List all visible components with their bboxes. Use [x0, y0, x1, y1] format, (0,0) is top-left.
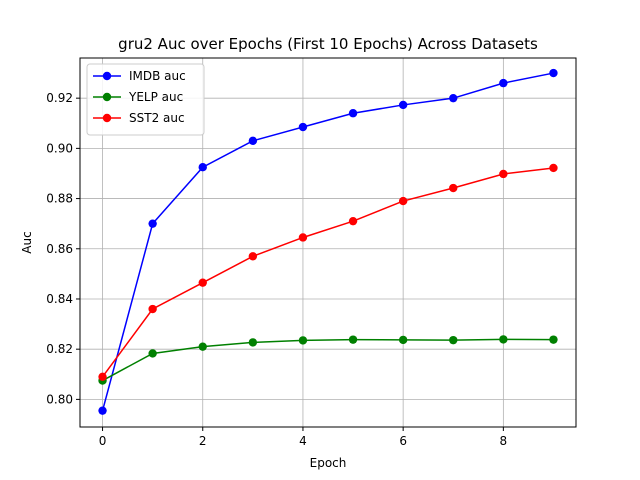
legend-marker [102, 71, 112, 81]
data-point-yelp-auc [148, 349, 157, 358]
data-point-imdb-auc [499, 78, 508, 88]
y-axis-label: Auc [20, 231, 34, 253]
data-point-imdb-auc [449, 93, 458, 103]
series-line-imdb-auc [101, 72, 554, 411]
series-line-yelp-auc [102, 338, 554, 382]
data-point-yelp-auc [398, 335, 408, 345]
data-point-sst2-auc [148, 304, 157, 314]
data-point-imdb-auc [248, 136, 258, 146]
data-point-imdb-auc [348, 109, 358, 118]
data-point-sst2-auc [348, 216, 358, 226]
x-axis-label: Epoch [310, 456, 347, 470]
chart-title: gru2 Auc over Epochs (First 10 Epochs) A… [118, 35, 538, 53]
y-tick-label: 0.88 [46, 192, 73, 206]
data-point-sst2-auc [198, 278, 207, 287]
data-point-imdb-auc [549, 68, 558, 78]
data-point-yelp-auc [549, 335, 558, 344]
x-tick-label: 8 [500, 434, 508, 448]
data-point-sst2-auc [549, 163, 558, 173]
data-point-sst2-auc [449, 183, 458, 193]
y-tick-label: 0.82 [46, 342, 73, 356]
data-point-sst2-auc [248, 252, 258, 261]
series-line-sst2-auc [101, 167, 554, 378]
series-lines [98, 68, 558, 415]
y-tick-label: 0.84 [46, 292, 73, 306]
legend-marker [102, 113, 112, 123]
legend-label: YELP auc [128, 90, 183, 104]
data-point-sst2-auc [398, 196, 408, 206]
data-point-sst2-auc [499, 169, 508, 179]
data-point-imdb-auc [398, 100, 408, 110]
legend: IMDB auc YELP auc SST2 auc [86, 63, 205, 136]
legend-label: SST2 auc [129, 111, 185, 125]
y-tick-label: 0.80 [46, 392, 73, 406]
data-point-yelp-auc [449, 335, 458, 345]
x-tick-label: 2 [199, 434, 207, 448]
legend-label: IMDB auc [129, 69, 186, 83]
x-tick-label: 4 [299, 434, 307, 448]
x-tick-label: 6 [399, 434, 407, 448]
data-point-sst2-auc [98, 372, 107, 381]
plot-frame [79, 57, 577, 428]
legend-marker [102, 92, 112, 102]
data-point-sst2-auc [298, 233, 308, 242]
data-point-imdb-auc [148, 219, 157, 228]
data-point-yelp-auc [348, 335, 358, 344]
data-point-yelp-auc [499, 335, 508, 344]
y-tick-label: 0.92 [46, 91, 73, 105]
x-axis-ticks: 0 2 4 6 8 [99, 427, 507, 448]
y-axis-ticks: 0.80 0.82 0.84 0.86 0.88 0.90 0.92 [46, 91, 80, 406]
y-tick-label: 0.86 [46, 242, 73, 256]
data-point-yelp-auc [248, 338, 258, 347]
data-point-yelp-auc [198, 342, 207, 351]
x-tick-label: 0 [99, 434, 107, 448]
data-point-yelp-auc [298, 336, 308, 345]
data-point-imdb-auc [198, 162, 207, 172]
data-point-imdb-auc [298, 122, 308, 132]
y-tick-label: 0.90 [46, 141, 73, 155]
data-point-imdb-auc [98, 406, 107, 415]
